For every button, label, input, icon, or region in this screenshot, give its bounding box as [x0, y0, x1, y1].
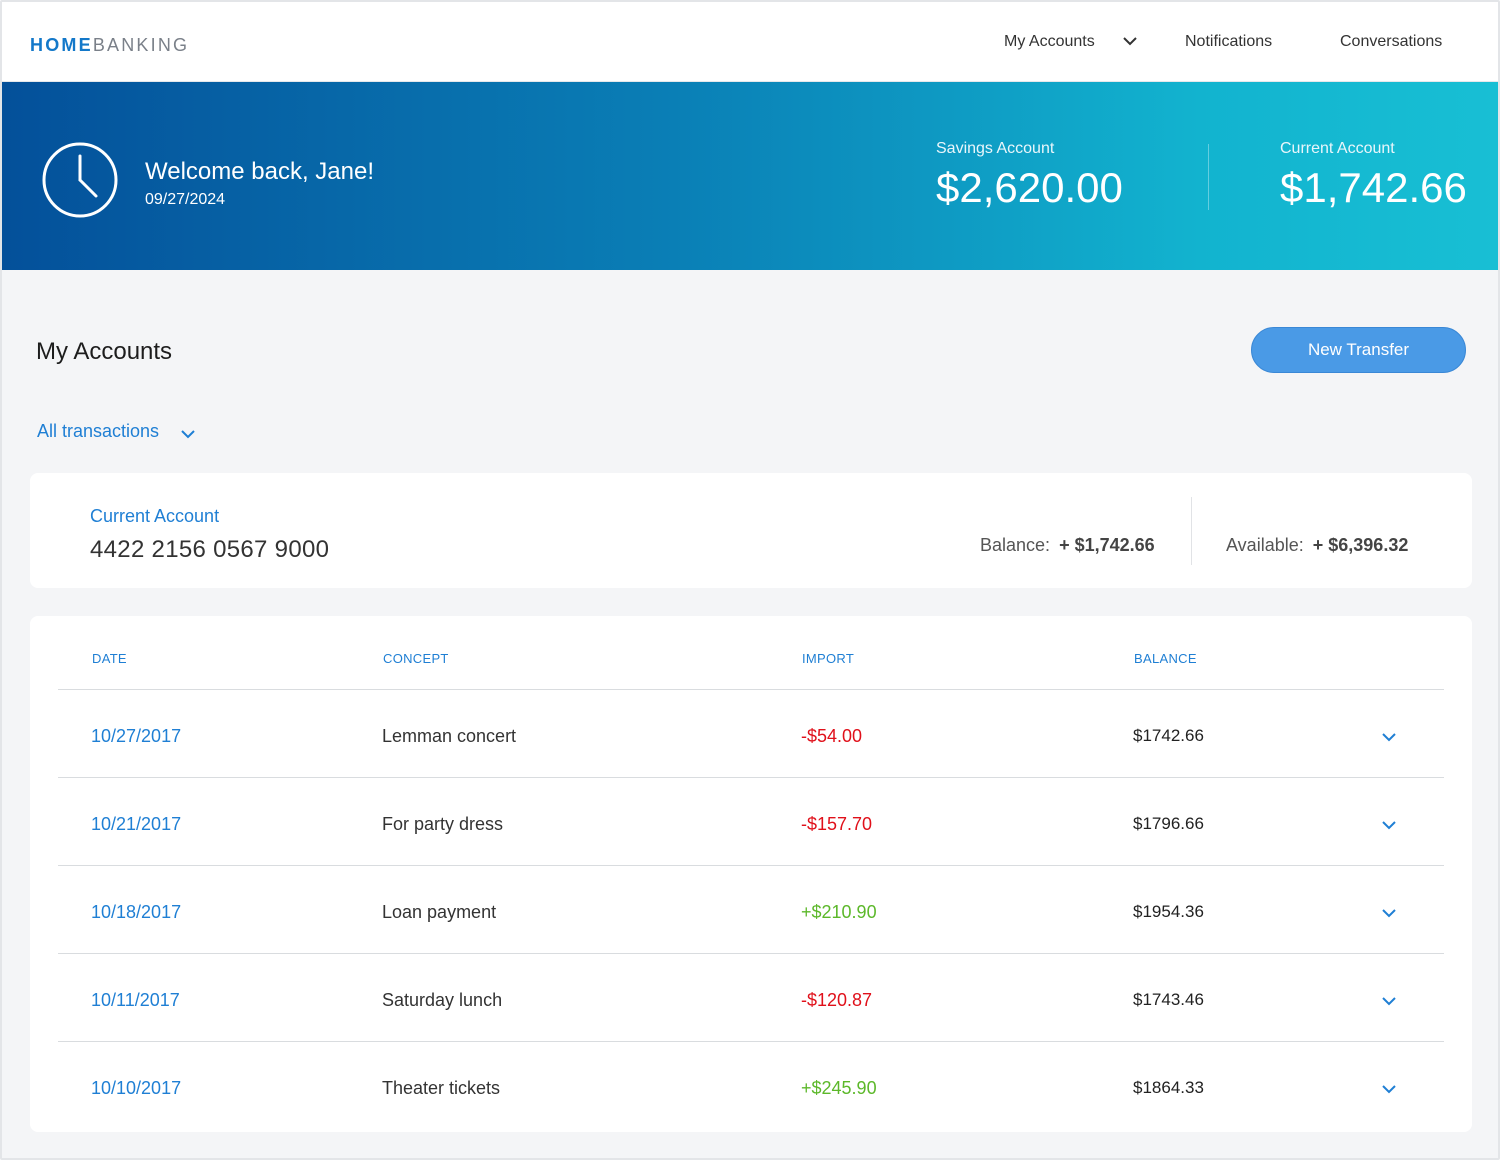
brand-logo[interactable]: HOMEBANKING [30, 35, 189, 55]
account-balance-value: + $1,742.66 [1059, 535, 1155, 555]
account-number: 4422 2156 0567 9000 [90, 536, 330, 563]
current-account-amount: $1,742.66 [1280, 164, 1467, 211]
nav-my-accounts[interactable]: My Accounts [1004, 33, 1095, 50]
hero-banner: Welcome back, Jane! 09/27/2024 Savings A… [2, 82, 1498, 270]
account-available-value: + $6,396.32 [1312, 535, 1409, 555]
transactions-filter-dropdown[interactable]: All transactions [37, 421, 160, 441]
chevron-down-icon[interactable] [1122, 35, 1138, 47]
account-balance-label: Balance: [980, 535, 1051, 555]
top-navigation: HOMEBANKING My Accounts Notifications Co… [2, 2, 1498, 82]
row-balance: $1864.33 [1133, 1078, 1204, 1097]
account-type-label: Current Account [90, 506, 220, 526]
transactions-table: DATE CONCEPT IMPORT BALANCE 10/27/2017 L… [30, 616, 1472, 1132]
column-header-concept[interactable]: CONCEPT [383, 651, 449, 666]
clock-icon [42, 142, 118, 218]
account-summary-card: Current Account 4422 2156 0567 9000 Bala… [30, 473, 1472, 588]
row-date: 10/11/2017 [91, 990, 180, 1010]
column-header-import[interactable]: IMPORT [802, 651, 855, 666]
current-account-label: Current Account [1280, 140, 1395, 157]
brand-logo-banking: BANKING [92, 35, 190, 55]
row-import: +$245.90 [801, 1078, 877, 1098]
row-import: +$210.90 [801, 902, 877, 922]
account-card-divider [1191, 497, 1192, 565]
chevron-down-icon[interactable] [1380, 995, 1398, 1007]
column-header-date[interactable]: DATE [92, 651, 127, 666]
table-row[interactable]: 10/11/2017 Saturday lunch -$120.87 $1743… [58, 954, 1444, 1042]
row-date: 10/10/2017 [91, 1078, 182, 1098]
hero-divider [1208, 144, 1209, 210]
row-balance: $1743.46 [1133, 990, 1204, 1009]
row-date: 10/21/2017 [91, 814, 182, 834]
row-concept: For party dress [382, 814, 504, 834]
savings-account-label: Savings Account [936, 140, 1055, 157]
row-concept: Theater tickets [382, 1078, 501, 1098]
column-header-balance[interactable]: BALANCE [1134, 651, 1197, 666]
row-date: 10/18/2017 [91, 902, 182, 922]
chevron-down-icon[interactable] [1380, 819, 1398, 831]
row-concept: Lemman concert [382, 726, 517, 746]
account-available: Available: + $6,396.32 [1226, 534, 1408, 556]
table-row[interactable]: 10/18/2017 Loan payment +$210.90 $1954.3… [58, 866, 1444, 954]
nav-notifications[interactable]: Notifications [1185, 33, 1273, 50]
table-row[interactable]: 10/21/2017 For party dress -$157.70 $179… [58, 778, 1444, 866]
chevron-down-icon[interactable] [1380, 731, 1398, 743]
savings-account-amount: $2,620.00 [936, 164, 1123, 211]
nav-conversations[interactable]: Conversations [1340, 33, 1443, 50]
row-divider [58, 777, 1444, 778]
row-balance: $1796.66 [1133, 814, 1204, 833]
account-available-label: Available: [1226, 535, 1304, 555]
row-divider [58, 1041, 1444, 1042]
row-divider [58, 953, 1444, 954]
row-import: -$157.70 [801, 814, 873, 834]
table-row[interactable]: 10/10/2017 Theater tickets +$245.90 $186… [58, 1042, 1444, 1130]
new-transfer-button[interactable]: New Transfer [1251, 327, 1466, 373]
table-header-divider [58, 689, 1444, 690]
current-date: 09/27/2024 [145, 191, 226, 208]
chevron-down-icon[interactable] [180, 428, 196, 440]
row-import: -$54.00 [801, 726, 863, 746]
row-balance: $1954.36 [1133, 902, 1204, 921]
table-row[interactable]: 10/27/2017 Lemman concert -$54.00 $1742.… [58, 690, 1444, 778]
chevron-down-icon[interactable] [1380, 907, 1398, 919]
row-divider [58, 865, 1444, 866]
row-balance: $1742.66 [1133, 726, 1204, 745]
row-date: 10/27/2017 [91, 726, 182, 746]
row-import: -$120.87 [801, 990, 873, 1010]
chevron-down-icon[interactable] [1380, 1083, 1398, 1095]
page-title: My Accounts [36, 338, 173, 365]
row-concept: Loan payment [382, 902, 497, 922]
row-concept: Saturday lunch [382, 990, 503, 1010]
brand-logo-home: HOME [30, 35, 93, 55]
account-balance: Balance: + $1,742.66 [980, 534, 1155, 556]
welcome-message: Welcome back, Jane! [145, 158, 374, 185]
